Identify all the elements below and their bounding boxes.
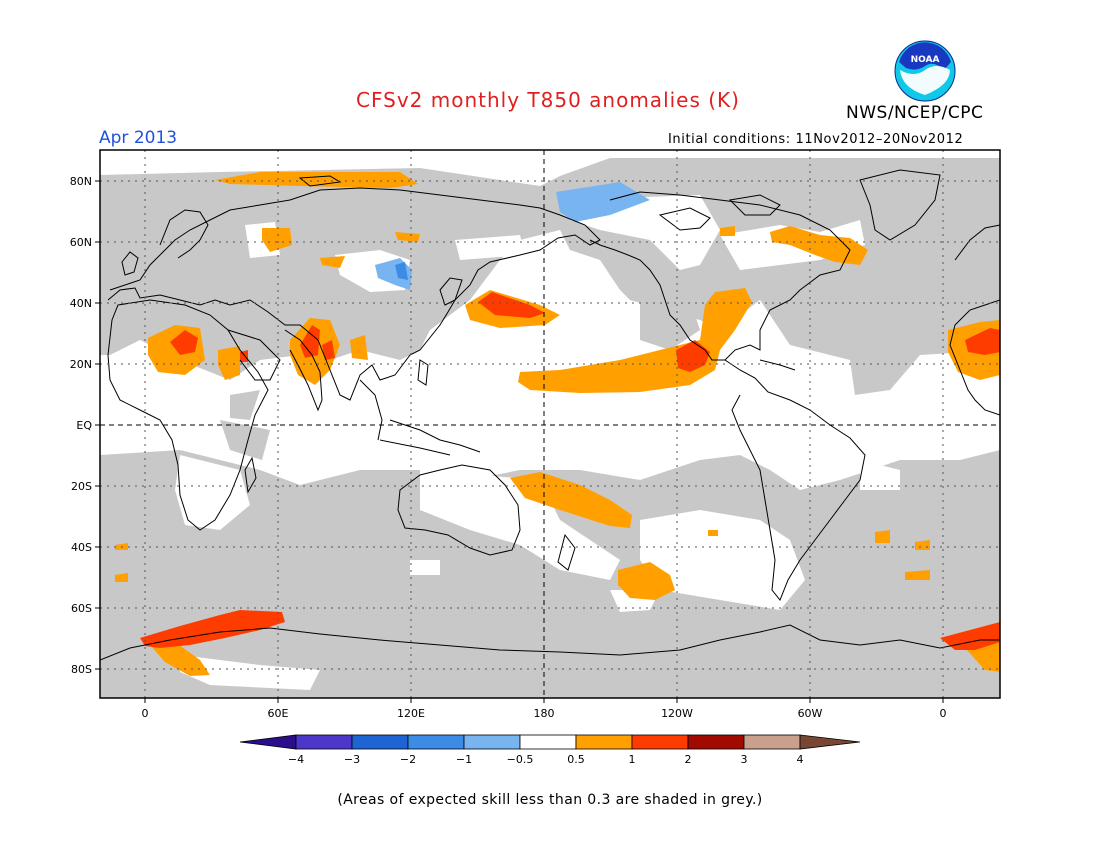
lat-label: EQ bbox=[76, 419, 92, 432]
colorbar-label: −2 bbox=[400, 753, 416, 766]
colorbar-label: 1 bbox=[629, 753, 636, 766]
equator-dateline bbox=[100, 150, 1000, 698]
colorbar-seg bbox=[519, 734, 577, 750]
colorbar-label: −4 bbox=[288, 753, 304, 766]
lon-label: 60W bbox=[798, 707, 823, 720]
lat-label: 60N bbox=[70, 236, 92, 249]
coastlines bbox=[100, 169, 1000, 661]
lon-label: 60E bbox=[268, 707, 289, 720]
lon-label: 120W bbox=[661, 707, 693, 720]
colorbar-seg bbox=[631, 734, 689, 750]
forecast-month: Apr 2013 bbox=[99, 128, 178, 148]
colorbar-seg bbox=[687, 734, 745, 750]
colorbar-seg bbox=[743, 734, 801, 750]
lat-label: 40S bbox=[71, 541, 92, 554]
lon-label: 0 bbox=[142, 707, 149, 720]
colorbar-label: −1 bbox=[456, 753, 472, 766]
colorbar-label: 4 bbox=[797, 753, 804, 766]
colorbar-label: 3 bbox=[741, 753, 748, 766]
colorbar-seg bbox=[407, 734, 465, 750]
initial-conditions: Initial conditions: 11Nov2012–20Nov2012 bbox=[668, 132, 964, 147]
colorbar-label: −0.5 bbox=[507, 753, 534, 766]
lat-label: 60S bbox=[71, 602, 92, 615]
colorbar-seg bbox=[799, 734, 861, 750]
colorbar-label: 2 bbox=[685, 753, 692, 766]
latitude-labels: 80N 60N 40N 20N EQ 20S 40S 60S 80S bbox=[70, 175, 93, 676]
logo-text: NOAA bbox=[911, 55, 940, 65]
chart-title: CFSv2 monthly T850 anomalies (K) bbox=[356, 88, 740, 112]
grid-lines bbox=[100, 150, 1000, 698]
lon-label: 0 bbox=[940, 707, 947, 720]
lon-label: 120E bbox=[397, 707, 425, 720]
agency-label: NWS/NCEP/CPC bbox=[846, 103, 984, 123]
map-frame bbox=[99, 149, 1001, 699]
colorbar bbox=[239, 734, 861, 750]
noaa-logo: NOAA bbox=[894, 40, 956, 102]
colorbar-label: 0.5 bbox=[567, 753, 585, 766]
footnote: (Areas of expected skill less than 0.3 a… bbox=[337, 792, 763, 808]
colorbar-seg bbox=[295, 734, 353, 750]
colorbar-seg bbox=[575, 734, 633, 750]
lat-label: 80S bbox=[71, 663, 92, 676]
colorbar-labels: −4 −3 −2 −1 −0.5 0.5 1 2 3 4 bbox=[288, 753, 804, 766]
lat-label: 20S bbox=[71, 480, 92, 493]
colorbar-label: −3 bbox=[344, 753, 360, 766]
lon-label: 180 bbox=[534, 707, 555, 720]
longitude-labels: 0 60E 120E 180 120W 60W 0 bbox=[142, 707, 947, 720]
lat-label: 80N bbox=[70, 175, 92, 188]
lat-label: 20N bbox=[70, 358, 92, 371]
colorbar-seg bbox=[351, 734, 409, 750]
colorbar-seg bbox=[463, 734, 521, 750]
colorbar-seg bbox=[239, 734, 297, 750]
lat-label: 40N bbox=[70, 297, 92, 310]
